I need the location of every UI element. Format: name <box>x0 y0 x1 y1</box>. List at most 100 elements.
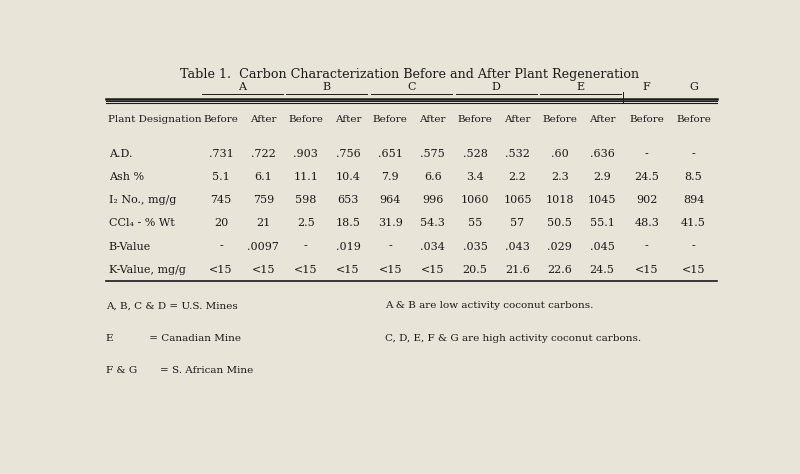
Text: Before: Before <box>458 115 493 124</box>
Text: -: - <box>389 242 392 252</box>
Text: 57: 57 <box>510 219 525 228</box>
Text: .045: .045 <box>590 242 614 252</box>
Text: -: - <box>645 242 649 252</box>
Text: <15: <15 <box>336 265 360 275</box>
Text: After: After <box>334 115 362 124</box>
Text: 50.5: 50.5 <box>547 219 572 228</box>
Text: .528: .528 <box>462 149 487 159</box>
Text: 22.6: 22.6 <box>547 265 572 275</box>
Text: 20.5: 20.5 <box>462 265 487 275</box>
Text: After: After <box>504 115 530 124</box>
Text: Before: Before <box>288 115 323 124</box>
Text: -: - <box>645 149 649 159</box>
Text: Before: Before <box>676 115 711 124</box>
Text: 2.3: 2.3 <box>551 172 569 182</box>
Text: .029: .029 <box>547 242 572 252</box>
Text: 964: 964 <box>380 195 401 205</box>
Text: .0097: .0097 <box>247 242 279 252</box>
Text: A & B are low activity coconut carbons.: A & B are low activity coconut carbons. <box>386 301 594 310</box>
Text: B-Value: B-Value <box>109 242 151 252</box>
Text: .756: .756 <box>336 149 361 159</box>
Text: Before: Before <box>373 115 408 124</box>
Text: 18.5: 18.5 <box>335 219 361 228</box>
Text: A: A <box>238 82 246 92</box>
Text: <15: <15 <box>251 265 275 275</box>
Text: .60: .60 <box>551 149 569 159</box>
Text: 2.9: 2.9 <box>594 172 611 182</box>
Text: K-Value, mg/g: K-Value, mg/g <box>109 265 186 275</box>
Text: 6.6: 6.6 <box>424 172 442 182</box>
Text: After: After <box>589 115 615 124</box>
Text: 902: 902 <box>636 195 658 205</box>
Text: E: E <box>577 82 585 92</box>
Text: 21: 21 <box>256 219 270 228</box>
Text: Before: Before <box>630 115 664 124</box>
Text: <15: <15 <box>421 265 445 275</box>
Text: .034: .034 <box>420 242 445 252</box>
Text: D: D <box>492 82 501 92</box>
Text: G: G <box>689 82 698 92</box>
Text: <15: <15 <box>294 265 318 275</box>
Text: 1065: 1065 <box>503 195 532 205</box>
Text: 10.4: 10.4 <box>335 172 361 182</box>
Text: 996: 996 <box>422 195 443 205</box>
Text: A, B, C & D = U.S. Mines: A, B, C & D = U.S. Mines <box>106 301 238 310</box>
Text: <15: <15 <box>682 265 706 275</box>
Text: .035: .035 <box>462 242 487 252</box>
Text: 6.1: 6.1 <box>254 172 272 182</box>
Text: 41.5: 41.5 <box>681 219 706 228</box>
Text: Ash %: Ash % <box>109 172 144 182</box>
Text: 21.6: 21.6 <box>505 265 530 275</box>
Text: .731: .731 <box>209 149 234 159</box>
Text: .722: .722 <box>251 149 276 159</box>
Text: 5.1: 5.1 <box>212 172 230 182</box>
Text: E           = Canadian Mine: E = Canadian Mine <box>106 334 242 343</box>
Text: -: - <box>304 242 307 252</box>
Text: <15: <15 <box>210 265 233 275</box>
Text: 2.5: 2.5 <box>297 219 314 228</box>
Text: -: - <box>692 242 695 252</box>
Text: CCl₄ - % Wt: CCl₄ - % Wt <box>109 219 174 228</box>
Text: .575: .575 <box>420 149 445 159</box>
Text: 11.1: 11.1 <box>294 172 318 182</box>
Text: <15: <15 <box>635 265 658 275</box>
Text: 24.5: 24.5 <box>590 265 614 275</box>
Text: 1045: 1045 <box>588 195 616 205</box>
Text: 894: 894 <box>683 195 704 205</box>
Text: 8.5: 8.5 <box>685 172 702 182</box>
Text: I₂ No., mg/g: I₂ No., mg/g <box>109 195 176 205</box>
Text: F: F <box>643 82 650 92</box>
Text: 759: 759 <box>253 195 274 205</box>
Text: .636: .636 <box>590 149 614 159</box>
Text: B: B <box>322 82 331 92</box>
Text: .532: .532 <box>505 149 530 159</box>
Text: Table 1.  Carbon Characterization Before and After Plant Regeneration: Table 1. Carbon Characterization Before … <box>181 68 639 81</box>
Text: 55: 55 <box>468 219 482 228</box>
Text: 2.2: 2.2 <box>509 172 526 182</box>
Text: 20: 20 <box>214 219 228 228</box>
Text: C, D, E, F & G are high activity coconut carbons.: C, D, E, F & G are high activity coconut… <box>386 334 642 343</box>
Text: <15: <15 <box>378 265 402 275</box>
Text: 653: 653 <box>338 195 358 205</box>
Text: C: C <box>407 82 416 92</box>
Text: 31.9: 31.9 <box>378 219 403 228</box>
Text: .903: .903 <box>294 149 318 159</box>
Text: 54.3: 54.3 <box>420 219 445 228</box>
Text: After: After <box>250 115 277 124</box>
Text: 55.1: 55.1 <box>590 219 614 228</box>
Text: 3.4: 3.4 <box>466 172 484 182</box>
Text: -: - <box>219 242 223 252</box>
Text: 1018: 1018 <box>546 195 574 205</box>
Text: A.D.: A.D. <box>109 149 132 159</box>
Text: F & G       = S. African Mine: F & G = S. African Mine <box>106 365 254 374</box>
Text: -: - <box>692 149 695 159</box>
Text: Before: Before <box>203 115 238 124</box>
Text: 24.5: 24.5 <box>634 172 659 182</box>
Text: 598: 598 <box>295 195 316 205</box>
Text: 48.3: 48.3 <box>634 219 659 228</box>
Text: After: After <box>419 115 446 124</box>
Text: 745: 745 <box>210 195 232 205</box>
Text: Plant Designation: Plant Designation <box>108 115 202 124</box>
Text: .043: .043 <box>505 242 530 252</box>
Text: 7.9: 7.9 <box>382 172 399 182</box>
